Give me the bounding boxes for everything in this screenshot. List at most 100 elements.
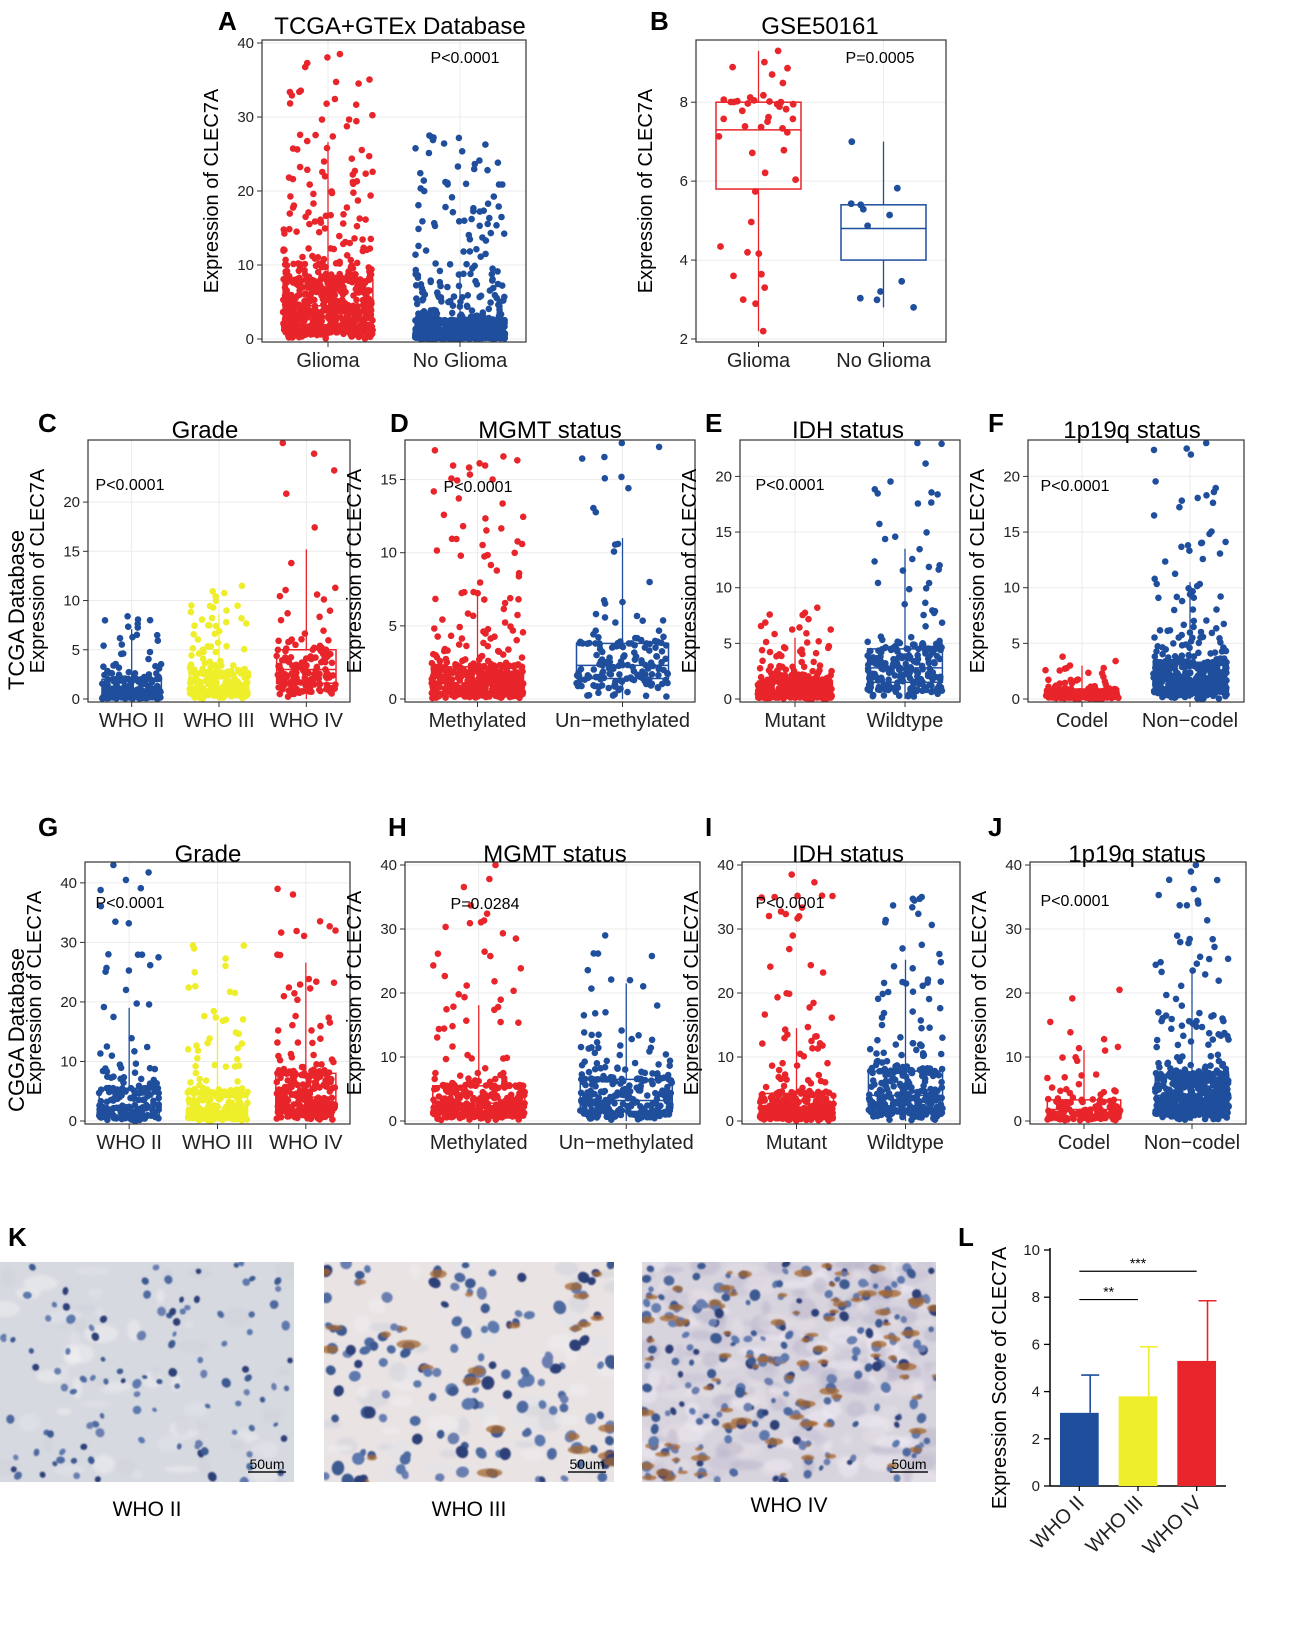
data-point — [891, 533, 899, 540]
y-tick-label: 5 — [72, 642, 80, 659]
data-point — [658, 680, 666, 688]
data-point — [1196, 580, 1204, 588]
data-point — [430, 219, 438, 227]
data-point — [1190, 617, 1198, 625]
data-point — [596, 645, 604, 653]
panel-label: F — [988, 408, 1004, 438]
category-label: Mutant — [764, 710, 826, 732]
data-point — [487, 561, 495, 569]
data-point — [812, 649, 820, 657]
data-point — [412, 270, 420, 278]
data-point — [325, 637, 332, 644]
data-point — [627, 674, 634, 681]
data-point — [464, 292, 472, 299]
data-point — [304, 280, 312, 287]
data-point — [500, 453, 507, 460]
data-point — [482, 250, 489, 258]
data-point — [323, 669, 331, 676]
data-point — [103, 964, 110, 972]
data-point — [331, 95, 339, 103]
data-point — [609, 692, 617, 699]
data-point — [366, 76, 373, 83]
data-point — [363, 246, 371, 254]
data-point — [118, 694, 125, 701]
data-point — [321, 225, 329, 232]
data-point — [493, 222, 500, 229]
data-point — [606, 670, 613, 677]
data-point — [212, 1014, 220, 1021]
data-point — [618, 473, 625, 481]
data-point — [1059, 653, 1066, 660]
panel-label: E — [705, 408, 722, 438]
data-point — [323, 685, 330, 693]
data-point — [430, 650, 437, 658]
data-point — [113, 680, 120, 688]
data-point — [598, 656, 606, 663]
data-point — [506, 594, 514, 602]
data-point — [766, 648, 774, 656]
data-point — [468, 215, 475, 223]
data-point — [368, 266, 375, 273]
data-point — [911, 641, 918, 649]
data-point — [223, 618, 230, 626]
data-point — [922, 623, 929, 630]
data-point — [458, 589, 466, 597]
data-point — [315, 309, 323, 316]
data-point — [294, 260, 302, 267]
data-point — [208, 614, 216, 622]
data-point — [316, 318, 324, 325]
data-point — [191, 622, 198, 629]
data-point — [458, 635, 466, 642]
data-point — [501, 293, 508, 301]
data-point — [461, 693, 468, 700]
data-point — [914, 673, 921, 680]
data-point — [146, 616, 154, 624]
data-point — [134, 624, 142, 631]
data-point — [297, 87, 305, 94]
data-point — [659, 617, 667, 624]
data-point — [761, 169, 769, 177]
data-point — [311, 277, 318, 285]
data-point — [131, 670, 139, 677]
data-point — [427, 278, 435, 286]
data-point — [112, 918, 119, 925]
data-point — [476, 157, 483, 164]
data-point — [717, 243, 724, 250]
chart-title: TCGA+GTEx Database — [274, 13, 525, 40]
data-point — [1161, 558, 1169, 565]
data-point — [198, 668, 206, 676]
data-point — [212, 648, 220, 656]
data-point — [518, 540, 526, 548]
data-point — [444, 283, 451, 291]
data-point — [871, 558, 878, 565]
data-point — [415, 225, 422, 233]
data-point — [1170, 606, 1178, 614]
data-point — [746, 94, 754, 101]
data-point — [1190, 623, 1197, 631]
data-point — [515, 569, 523, 577]
data-point — [413, 300, 421, 308]
data-point — [898, 277, 906, 285]
data-point — [574, 682, 582, 690]
data-point — [361, 335, 369, 342]
data-point — [189, 645, 197, 652]
data-point — [100, 663, 107, 670]
data-point — [473, 281, 481, 288]
data-point — [305, 245, 312, 252]
data-point — [641, 644, 649, 651]
data-point — [494, 159, 502, 166]
data-point — [296, 131, 304, 139]
y-tick-label: 5 — [389, 618, 397, 635]
data-point — [483, 673, 491, 681]
y-tick-label: 40 — [237, 35, 254, 52]
data-point — [223, 607, 230, 614]
data-point — [614, 540, 622, 548]
data-point — [886, 211, 893, 219]
data-point — [293, 927, 300, 935]
data-point — [757, 673, 765, 681]
data-point — [350, 292, 357, 299]
data-point — [348, 155, 356, 162]
data-point — [192, 1069, 200, 1077]
data-point — [358, 146, 366, 154]
